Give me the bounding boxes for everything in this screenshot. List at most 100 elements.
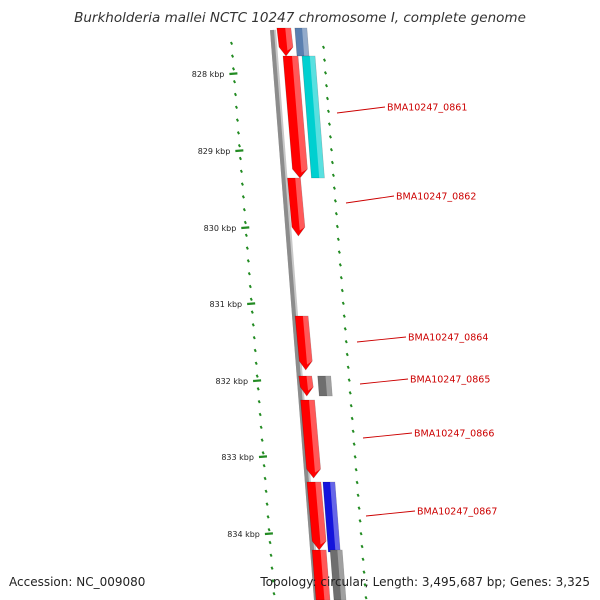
cds-0861-highlight [292, 56, 308, 173]
ruler-tick-label: 830 kbp [204, 224, 237, 233]
gc-dash-left [231, 54, 235, 58]
cds-0866-body [300, 399, 321, 479]
gc-dash-right [344, 339, 348, 344]
gc-dash-left [270, 566, 274, 570]
ruler-tick-label: 828 kbp [192, 70, 225, 79]
ruler-tick: 833 kbp [221, 453, 268, 462]
feature-track [276, 27, 347, 600]
gene-label-leader [356, 336, 407, 343]
cds-0867-body [306, 481, 327, 551]
gc-dash-right [339, 275, 343, 280]
ruler-tick-label: 829 kbp [198, 147, 231, 156]
ruler-tick: 829 kbp [198, 147, 244, 156]
ruler-tick: 832 kbp [215, 377, 262, 386]
gc-dash-left [265, 502, 269, 506]
cds-bottom [311, 549, 331, 600]
ruler-tick: 834 kbp [227, 530, 273, 539]
cds-blue-0867-highlight [330, 482, 341, 552]
gc-dash-left [246, 259, 250, 263]
gc-dash-left [230, 41, 234, 46]
ruler-tick-mark [235, 149, 244, 153]
gc-dash-right [335, 224, 339, 229]
gc-dash-right [330, 160, 334, 165]
gc-dash-right [350, 416, 354, 421]
gc-dash-left [237, 143, 241, 148]
cds-0866-highlight [308, 400, 321, 473]
gc-dash-right [363, 583, 367, 587]
gc-dash-left [255, 374, 259, 378]
gene-label-text: BMA10247_0861 [387, 103, 467, 114]
gene-label-text: BMA10247_0865 [410, 375, 490, 386]
cds-grey-bottom-highlight [337, 550, 346, 600]
gc-dash-right [349, 403, 353, 408]
cds-grey-0865 [317, 375, 333, 397]
cds-grey-0865-highlight [325, 376, 333, 396]
cds-0864-highlight [302, 316, 313, 365]
cds-grey-bottom [329, 549, 347, 600]
gc-dash-right [324, 83, 328, 88]
cds-forward-top-body [276, 27, 294, 57]
map-title: Burkholderia mallei NCTC 10247 chromosom… [74, 10, 526, 26]
gc-dash-right [331, 173, 335, 178]
gc-dash-right [360, 544, 364, 549]
gc-dash-right [332, 186, 336, 190]
cds-0862 [287, 177, 306, 237]
cds-0864 [294, 315, 313, 371]
gc-dash-right [341, 301, 345, 306]
gc-dash-left [241, 195, 245, 199]
gc-dash-right [364, 595, 368, 600]
cds-bottom-highlight [320, 550, 330, 600]
gc-dash-right [338, 263, 342, 267]
cds-cyan-0861-body [301, 55, 325, 179]
gene-label-text: BMA10247_0866 [414, 429, 494, 440]
gc-dash-left [261, 451, 265, 455]
gc-dash-left [240, 182, 244, 186]
cds-0867 [306, 481, 327, 551]
gene-label: BMA10247_0865 [359, 375, 490, 386]
ruler-tick-label: 834 kbp [227, 530, 260, 539]
gc-dash-left [266, 515, 270, 519]
gc-dash-right [337, 250, 341, 254]
gc-dash-left [260, 438, 264, 442]
gc-dash-left [272, 591, 276, 596]
cds-0865 [298, 375, 314, 397]
cds-0867-highlight [315, 482, 327, 545]
cds-0861 [282, 55, 308, 179]
cds-bottom-body [311, 549, 331, 600]
gc-dash-left [252, 335, 256, 340]
gc-dash-left [271, 579, 275, 583]
gc-dash-left [250, 310, 254, 314]
gc-dash-left [245, 246, 249, 250]
gc-dash-left [258, 412, 262, 417]
gene-label-leader [345, 195, 395, 204]
cds-0866 [300, 399, 321, 479]
gc-dash-right [356, 493, 360, 498]
gc-dash-left [257, 399, 261, 404]
accession-text: Accession: NC_009080 [9, 575, 146, 589]
gc-dash-right [359, 531, 363, 536]
gc-dash-right [327, 122, 331, 126]
gc-dash-right [334, 211, 338, 216]
gc-dash-right [323, 71, 328, 75]
gc-dash-left [254, 361, 258, 366]
genome-summary-text: Topology: circular; Length: 3,495,687 bp… [260, 575, 590, 589]
gc-dash-left [267, 527, 271, 532]
ruler-tick-mark [258, 455, 268, 459]
gc-dash-left [244, 233, 248, 238]
gc-dash-left [243, 220, 247, 225]
gc-dash-right [329, 147, 333, 152]
ruler-tick: 830 kbp [204, 224, 250, 233]
ruler-tick-label: 832 kbp [215, 377, 248, 386]
gc-dash-right [326, 109, 330, 114]
gene-label: BMA10247_0866 [362, 429, 494, 440]
gene-label-text: BMA10247_0864 [408, 333, 488, 344]
cds-0862-highlight [295, 178, 305, 231]
cds-forward-top-highlight [285, 28, 294, 51]
gc-dash-right [362, 570, 366, 574]
gc-dash-right [347, 378, 351, 382]
cds-cyan-0861-highlight [309, 56, 325, 178]
gc-dash-right [323, 58, 327, 62]
cds-steel-top [294, 27, 310, 57]
gc-content-track [230, 41, 368, 600]
